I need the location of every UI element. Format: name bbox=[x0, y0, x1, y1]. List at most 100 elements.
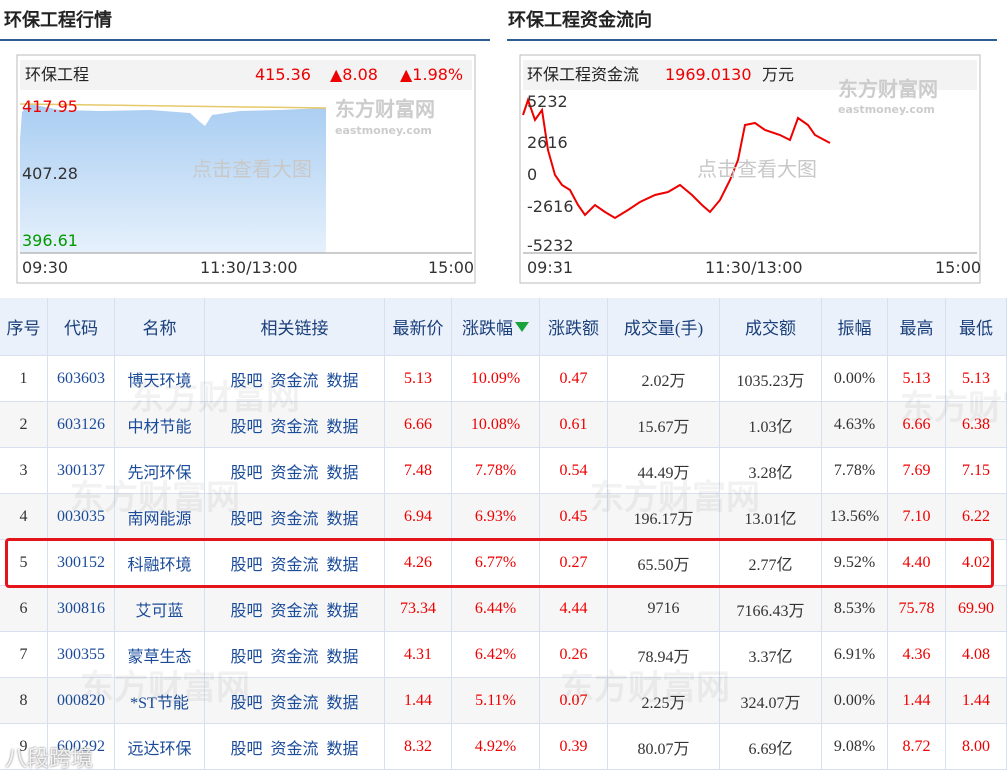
link-cell[interactable]: 蒙草生态 bbox=[115, 632, 205, 678]
link[interactable]: 股吧 bbox=[230, 372, 263, 390]
link-cell[interactable]: 科融环境 bbox=[115, 540, 205, 586]
data-cell: 6.94 bbox=[385, 494, 452, 540]
link-cell[interactable]: 603603 bbox=[48, 356, 115, 402]
header-cell[interactable]: 涨跌幅 bbox=[452, 298, 540, 356]
y-label: 407.28 bbox=[22, 164, 78, 183]
link-cell[interactable]: 南网能源 bbox=[115, 494, 205, 540]
link[interactable]: 资金流 bbox=[270, 740, 319, 758]
hint: 点击查看大图 bbox=[697, 157, 817, 181]
link[interactable]: 数据 bbox=[326, 510, 359, 528]
data-cell: 8 bbox=[0, 678, 48, 724]
link-cell[interactable]: 600292 bbox=[48, 724, 115, 770]
chart-box[interactable] bbox=[519, 54, 981, 284]
data-cell: 10.08% bbox=[452, 402, 540, 448]
chart-unit: 万元 bbox=[762, 65, 794, 84]
data-cell: 4.08 bbox=[946, 632, 1007, 678]
data-cell: 6.91% bbox=[822, 632, 888, 678]
y-label: -2616 bbox=[527, 197, 574, 216]
link[interactable]: 资金流 bbox=[270, 694, 319, 712]
data-cell: 6.77% bbox=[452, 540, 540, 586]
link[interactable]: 资金流 bbox=[270, 602, 319, 620]
data-cell: 65.50万 bbox=[608, 540, 720, 586]
link-cell[interactable]: 300137 bbox=[48, 448, 115, 494]
data-cell: 73.34 bbox=[385, 586, 452, 632]
link[interactable]: 数据 bbox=[326, 602, 359, 620]
data-cell: 1035.23万 bbox=[720, 356, 822, 402]
link[interactable]: 股吧 bbox=[230, 648, 263, 666]
link[interactable]: 数据 bbox=[326, 648, 359, 666]
watermark: eastmoney.com bbox=[838, 103, 935, 116]
data-cell: 8.32 bbox=[385, 724, 452, 770]
data-cell: 7 bbox=[0, 632, 48, 678]
data-cell: 0.27 bbox=[540, 540, 608, 586]
header-cell[interactable]: 成交额 bbox=[720, 298, 822, 356]
data-cell: 9 bbox=[0, 724, 48, 770]
link-cell[interactable]: 博天环境 bbox=[115, 356, 205, 402]
link[interactable]: 资金流 bbox=[270, 510, 319, 528]
data-cell: 13.01亿 bbox=[720, 494, 822, 540]
chart-value: 1969.0130 bbox=[665, 65, 752, 84]
header-cell: 名称 bbox=[115, 298, 205, 356]
data-cell: 0.07 bbox=[540, 678, 608, 724]
data-cell: 13.56% bbox=[822, 494, 888, 540]
link[interactable]: 资金流 bbox=[270, 556, 319, 574]
link[interactable]: 资金流 bbox=[270, 372, 319, 390]
link[interactable]: 资金流 bbox=[270, 648, 319, 666]
header-cell[interactable]: 振幅 bbox=[822, 298, 888, 356]
link[interactable]: 股吧 bbox=[230, 740, 263, 758]
link-cell[interactable]: 中材节能 bbox=[115, 402, 205, 448]
link-cell[interactable]: 603126 bbox=[48, 402, 115, 448]
x-label: 09:30 bbox=[22, 258, 68, 277]
data-cell: 5.13 bbox=[385, 356, 452, 402]
header-cell[interactable]: 涨跌额 bbox=[540, 298, 608, 356]
link[interactable]: 数据 bbox=[326, 556, 359, 574]
links-cell: 股吧 资金流 数据 bbox=[205, 632, 385, 678]
data-cell: 1.44 bbox=[385, 678, 452, 724]
link-cell[interactable]: 000820 bbox=[48, 678, 115, 724]
links-cell: 股吧 资金流 数据 bbox=[205, 678, 385, 724]
y-label: 396.61 bbox=[22, 231, 78, 250]
links-cell: 股吧 资金流 数据 bbox=[205, 402, 385, 448]
data-cell: 4.44 bbox=[540, 586, 608, 632]
data-cell: 78.94万 bbox=[608, 632, 720, 678]
data-cell: 5.13 bbox=[946, 356, 1007, 402]
header-cell[interactable]: 最低 bbox=[946, 298, 1007, 356]
links-cell: 股吧 资金流 数据 bbox=[205, 356, 385, 402]
data-cell: 6.44% bbox=[452, 586, 540, 632]
link[interactable]: 股吧 bbox=[230, 510, 263, 528]
link[interactable]: 资金流 bbox=[270, 464, 319, 482]
links-cell: 股吧 资金流 数据 bbox=[205, 724, 385, 770]
link[interactable]: 数据 bbox=[326, 418, 359, 436]
link-cell[interactable]: 远达环保 bbox=[115, 724, 205, 770]
data-cell: 44.49万 bbox=[608, 448, 720, 494]
y-label: -5232 bbox=[527, 236, 574, 255]
header-cell[interactable]: 成交量(手) bbox=[608, 298, 720, 356]
link[interactable]: 股吧 bbox=[230, 602, 263, 620]
link[interactable]: 数据 bbox=[326, 740, 359, 758]
link[interactable]: 数据 bbox=[326, 372, 359, 390]
chart-name: 环保工程 bbox=[25, 65, 89, 84]
header-cell[interactable]: 最高 bbox=[888, 298, 946, 356]
link[interactable]: 股吧 bbox=[230, 464, 263, 482]
link[interactable]: 股吧 bbox=[230, 556, 263, 574]
link-cell[interactable]: 300816 bbox=[48, 586, 115, 632]
link-cell[interactable]: *ST节能 bbox=[115, 678, 205, 724]
link[interactable]: 数据 bbox=[326, 694, 359, 712]
link-cell[interactable]: 300355 bbox=[48, 632, 115, 678]
sort-arrow[interactable] bbox=[515, 321, 529, 332]
link[interactable]: 资金流 bbox=[270, 418, 319, 436]
watermark: eastmoney.com bbox=[335, 124, 432, 137]
link[interactable]: 数据 bbox=[326, 464, 359, 482]
link[interactable]: 股吧 bbox=[230, 418, 263, 436]
table: 序号 代码 名称 相关链接 最新价 涨跌幅 涨跌额 成交量(手) 成交额 振幅 最高 最低 1 60360… bbox=[0, 298, 1007, 774]
header-cell[interactable]: 最新价 bbox=[385, 298, 452, 356]
link[interactable]: 股吧 bbox=[230, 694, 263, 712]
link-cell[interactable]: 003035 bbox=[48, 494, 115, 540]
data-cell: 80.07万 bbox=[608, 724, 720, 770]
link-cell[interactable]: 300152 bbox=[48, 540, 115, 586]
link-cell[interactable]: 艾可蓝 bbox=[115, 586, 205, 632]
flow-line bbox=[522, 96, 831, 220]
header-cell: 序号 bbox=[0, 298, 48, 356]
data-cell: 4.40 bbox=[888, 540, 946, 586]
link-cell[interactable]: 先河环保 bbox=[115, 448, 205, 494]
